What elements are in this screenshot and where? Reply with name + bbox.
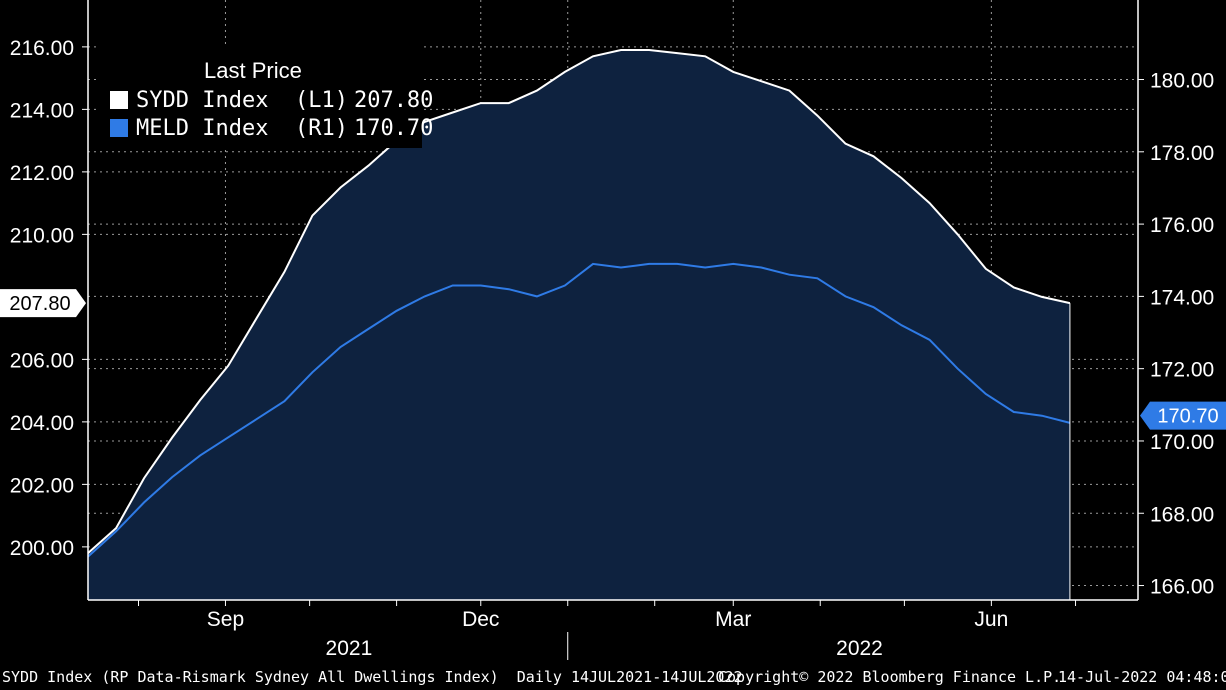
y-left-tick-label: 212.00 — [10, 162, 74, 185]
legend-series-name: MELD Index — [136, 116, 269, 141]
y-right-tick-label: 168.00 — [1150, 503, 1214, 526]
y-right-tick-label: 176.00 — [1150, 214, 1214, 237]
y-left-tick-label: 202.00 — [10, 474, 74, 497]
footer-copyright: Copyright© 2022 Bloomberg Finance L.P. — [718, 668, 1062, 686]
legend-value: 207.80 — [353, 88, 434, 113]
series-line-sydd — [87, 49, 1071, 554]
y-left-tick-label: 210.00 — [10, 224, 74, 247]
x-axis-labels: Sep Dec Mar Jun 2021 2022 — [207, 608, 1009, 660]
x-year-label: 2022 — [836, 637, 883, 660]
y-left-tick-label: 200.00 — [10, 537, 74, 560]
legend-axis: R1 — [308, 116, 335, 141]
series-lines — [87, 49, 1071, 600]
legend: Last Price SYDD Index (L1) 207.80 MELD In… — [96, 44, 433, 148]
y-left-tick-label: 204.00 — [10, 412, 74, 435]
y-left-tick-label: 216.00 — [10, 37, 74, 60]
footer-timestamp: 14-Jul-2022 04:48:05 — [1058, 668, 1226, 686]
legend-swatch-sydd — [110, 91, 128, 109]
y-left-tick-label: 206.00 — [10, 349, 74, 372]
y-right-tick-label: 166.00 — [1150, 576, 1214, 599]
x-tick-label: Mar — [715, 608, 751, 631]
area-fill-sydd — [88, 50, 1070, 600]
legend-axis: L1 — [308, 88, 335, 113]
legend-value: 170.70 — [353, 116, 434, 141]
left-axis-labels: 200.00 202.00 204.00 206.00 210.00 212.00 214.… — [10, 37, 74, 560]
legend-item-sydd: SYDD Index (L1) 207.80 — [110, 88, 433, 113]
last-value-tag-meld — [1140, 401, 1226, 430]
last-value-tag-sydd — [0, 289, 86, 318]
footer-description: SYDD Index (RP Data-Rismark Sydney All D… — [2, 668, 743, 686]
legend-item-meld: MELD Index (R1) 170.70 — [110, 116, 433, 141]
y-right-tick-label: 180.00 — [1150, 70, 1214, 93]
y-right-tick-label: 172.00 — [1150, 359, 1214, 382]
y-right-tick-label: 178.00 — [1150, 142, 1214, 165]
last-value-label-meld: 170.70 — [1157, 406, 1218, 428]
legend-title: Last Price — [204, 58, 302, 83]
axes — [82, 0, 1144, 660]
series-line-meld — [87, 262, 1071, 558]
y-left-tick-label: 214.00 — [10, 99, 74, 122]
last-value-markers: 207.80 170.70 — [0, 289, 1226, 430]
legend-series-name: SYDD Index — [136, 88, 269, 113]
right-axis-labels: 166.00 168.00 170.00 172.00 174.00 176.00 178.… — [1150, 70, 1214, 599]
y-right-tick-label: 174.00 — [1150, 286, 1214, 309]
legend-swatch-meld — [110, 119, 128, 137]
y-right-tick-label: 170.00 — [1150, 431, 1214, 454]
x-tick-label: Dec — [462, 608, 499, 631]
area-fill — [88, 50, 1070, 600]
last-value-label-sydd: 207.80 — [9, 293, 70, 315]
x-year-label: 2021 — [326, 637, 373, 660]
x-tick-label: Sep — [207, 608, 244, 631]
x-tick-label: Jun — [974, 608, 1008, 631]
